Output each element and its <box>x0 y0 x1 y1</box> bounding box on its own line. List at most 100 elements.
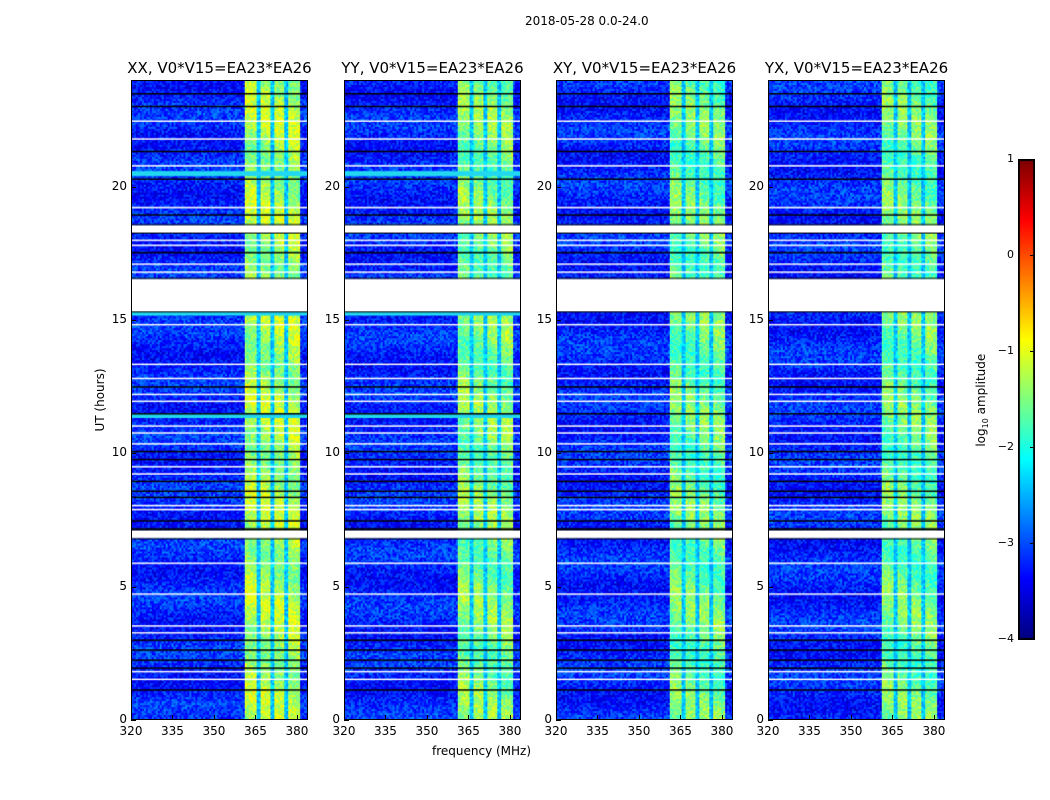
y-tick-label: 20 <box>536 178 552 193</box>
x-tick-label: 320 <box>756 724 780 738</box>
y-tick-mark <box>768 320 773 321</box>
colorbar-tick-mark <box>1030 447 1035 448</box>
y-tick-label: 10 <box>748 445 764 460</box>
y-tick-mark <box>556 320 561 321</box>
x-tick-mark <box>556 715 557 720</box>
y-tick-mark <box>556 453 561 455</box>
x-tick-label: 335 <box>161 724 184 738</box>
x-tick-label: 350 <box>839 724 863 738</box>
x-tick-mark <box>721 715 723 720</box>
x-tick-mark <box>172 715 174 720</box>
x-tick-mark <box>680 715 682 720</box>
x-tick-mark <box>426 715 428 720</box>
y-tick-label: 5 <box>544 578 552 593</box>
y-tick-label: 20 <box>111 178 127 193</box>
x-tick-label: 380 <box>285 724 309 738</box>
colorbar-tick-label: 1 <box>1007 152 1014 165</box>
spectrogram-panel <box>768 80 945 720</box>
x-tick-mark <box>809 715 811 720</box>
colorbar-tick-label: −4 <box>997 632 1014 645</box>
y-tick-mark <box>131 586 136 588</box>
y-tick-label: 15 <box>324 312 340 326</box>
x-tick-label: 365 <box>244 724 267 738</box>
y-tick-mark <box>344 453 349 455</box>
y-tick-label: 0 <box>544 712 552 726</box>
x-tick-mark <box>468 715 470 720</box>
x-tick-label: 350 <box>627 724 651 738</box>
y-tick-label: 0 <box>332 712 340 726</box>
y-tick-label: 15 <box>536 312 552 326</box>
x-tick-label: 335 <box>586 724 609 738</box>
colorbar <box>1018 159 1035 640</box>
x-axis-label: frequency (MHz) <box>432 744 532 758</box>
x-tick-label: 320 <box>119 724 143 738</box>
x-tick-label: 365 <box>457 724 480 738</box>
x-tick-mark <box>850 715 852 720</box>
x-tick-mark <box>509 715 511 720</box>
y-tick-mark <box>768 453 773 455</box>
spectrogram-panel <box>556 80 733 720</box>
colorbar-tick-label: −1 <box>997 344 1014 357</box>
y-tick-label: 0 <box>119 712 127 726</box>
panel-title: XX, V0*V15=EA23*EA26 <box>127 59 312 77</box>
y-tick-mark <box>768 586 773 588</box>
x-tick-label: 380 <box>922 724 946 738</box>
x-tick-mark <box>344 715 345 720</box>
y-tick-mark <box>131 320 136 321</box>
panel-title: YX, V0*V15=EA23*EA26 <box>764 59 949 77</box>
x-tick-mark <box>933 715 935 720</box>
x-tick-mark <box>597 715 599 720</box>
y-tick-mark <box>556 720 561 721</box>
x-tick-mark <box>892 715 894 720</box>
x-tick-label: 380 <box>498 724 522 738</box>
y-tick-label: 10 <box>111 445 127 460</box>
spectrogram-panel <box>131 80 308 720</box>
x-tick-label: 320 <box>332 724 356 738</box>
y-tick-mark <box>131 453 136 455</box>
y-tick-label: 15 <box>748 312 764 326</box>
colorbar-tick-mark <box>1030 543 1035 544</box>
y-tick-label: 10 <box>536 445 552 460</box>
x-tick-label: 365 <box>881 724 904 738</box>
y-tick-mark <box>344 586 349 588</box>
x-tick-mark <box>768 715 769 720</box>
y-tick-label: 5 <box>119 578 127 593</box>
y-tick-mark <box>344 186 349 188</box>
y-tick-label: 10 <box>324 445 340 460</box>
y-tick-mark <box>768 720 773 721</box>
x-tick-mark <box>638 715 640 720</box>
y-tick-label: 5 <box>332 578 340 593</box>
y-tick-mark <box>556 586 561 588</box>
y-axis-label: UT (hours) <box>93 368 107 432</box>
x-tick-label: 350 <box>202 724 226 738</box>
x-tick-mark <box>213 715 215 720</box>
y-tick-mark <box>556 186 561 188</box>
y-tick-label: 0 <box>756 712 764 726</box>
y-tick-label: 15 <box>111 312 127 326</box>
colorbar-tick-mark <box>1030 351 1035 352</box>
x-tick-mark <box>131 715 132 720</box>
y-tick-label: 5 <box>756 578 764 593</box>
figure-title: 2018-05-28 0.0-24.0 <box>525 14 649 28</box>
x-tick-label: 380 <box>710 724 734 738</box>
colorbar-label: log10 amplitude <box>973 353 991 447</box>
y-tick-mark <box>131 186 136 188</box>
colorbar-tick-label: 0 <box>1007 248 1014 261</box>
y-tick-label: 20 <box>748 178 764 193</box>
colorbar-tick-mark <box>1030 255 1035 256</box>
colorbar-tick-label: −2 <box>997 440 1014 453</box>
panel-title: YY, V0*V15=EA23*EA26 <box>341 59 524 77</box>
y-tick-label: 20 <box>324 178 340 193</box>
colorbar-tick-mark <box>1030 639 1035 640</box>
x-tick-mark <box>296 715 298 720</box>
x-tick-mark <box>385 715 387 720</box>
x-tick-label: 335 <box>374 724 397 738</box>
y-tick-mark <box>768 186 773 188</box>
x-tick-label: 350 <box>415 724 439 738</box>
colorbar-tick-label: −3 <box>997 536 1014 549</box>
colorbar-tick-mark <box>1030 159 1035 160</box>
x-tick-label: 335 <box>798 724 821 738</box>
x-tick-mark <box>255 715 257 720</box>
spectrogram-panel <box>344 80 521 720</box>
